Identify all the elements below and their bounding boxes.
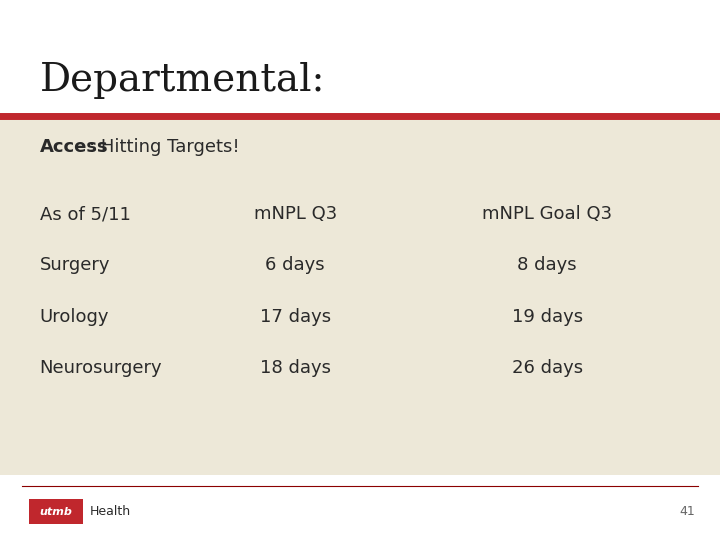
Text: : Hitting Targets!: : Hitting Targets! [89, 138, 240, 156]
Text: 26 days: 26 days [512, 359, 582, 377]
Text: 18 days: 18 days [260, 359, 330, 377]
Text: Neurosurgery: Neurosurgery [40, 359, 162, 377]
Text: 8 days: 8 days [518, 256, 577, 274]
Text: Health: Health [90, 505, 131, 518]
Text: Departmental:: Departmental: [40, 62, 325, 99]
Bar [29, 500, 83, 524]
Bar [0, 116, 720, 475]
Text: Urology: Urology [40, 308, 109, 326]
Text: mNPL Q3: mNPL Q3 [253, 205, 337, 223]
Text: mNPL Goal Q3: mNPL Goal Q3 [482, 205, 612, 223]
Text: 19 days: 19 days [512, 308, 582, 326]
Text: 17 days: 17 days [260, 308, 330, 326]
Text: 6 days: 6 days [266, 256, 325, 274]
Text: As of 5/11: As of 5/11 [40, 205, 130, 223]
Text: utmb: utmb [40, 507, 72, 517]
Text: Access: Access [40, 138, 108, 156]
Text: 41: 41 [679, 505, 695, 518]
Text: Surgery: Surgery [40, 256, 110, 274]
